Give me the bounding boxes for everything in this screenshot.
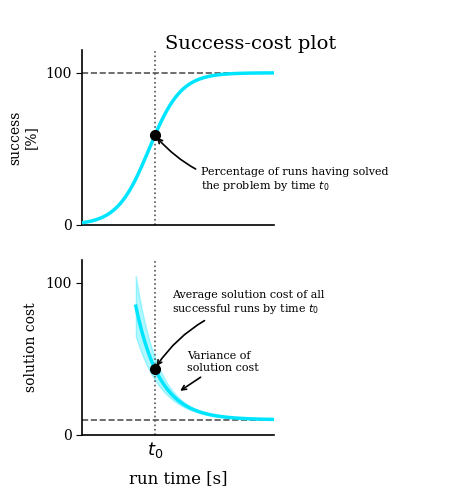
Text: Average solution cost of all
successful runs by time $t_0$: Average solution cost of all successful … xyxy=(157,290,324,364)
Text: Success-cost plot: Success-cost plot xyxy=(165,35,336,53)
Text: run time [s]: run time [s] xyxy=(128,470,227,487)
Y-axis label: success
[%]: success [%] xyxy=(8,110,38,164)
Text: Variance of
solution cost: Variance of solution cost xyxy=(181,352,258,390)
Text: Percentage of runs having solved
the problem by time $t_0$: Percentage of runs having solved the pro… xyxy=(157,139,388,193)
Y-axis label: solution cost: solution cost xyxy=(24,302,38,392)
